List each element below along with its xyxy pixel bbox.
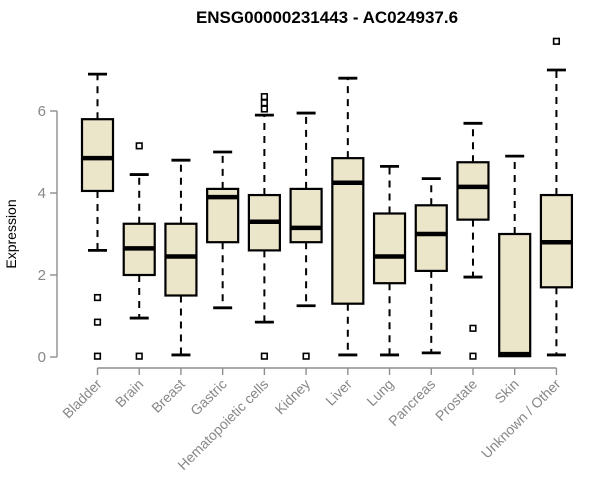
y-tick-label-0: 0 — [38, 349, 46, 366]
y-tick-label-6: 6 — [38, 103, 46, 120]
outlier-hematopoietic-cells-3 — [260, 352, 268, 360]
x-tick-label-breast: Breast — [148, 376, 188, 416]
y-tick-label-4: 4 — [38, 185, 46, 202]
outlier-bladder-0 — [93, 293, 102, 302]
outlier-bladder-1 — [93, 318, 102, 326]
outlier-brain-1 — [135, 352, 143, 360]
box-kidney — [289, 187, 323, 244]
chart-title: ENSG00000231443 - AC024937.6 — [196, 8, 458, 27]
box-prostate — [456, 161, 490, 221]
x-tick-label-unknown-other: Unknown / Other — [478, 376, 564, 462]
x-tick-label-liver: Liver — [322, 376, 355, 409]
box-breast — [164, 222, 198, 297]
x-tick-label-brain: Brain — [112, 376, 146, 410]
outlier-kidney-0 — [302, 352, 310, 360]
box-skin — [498, 232, 532, 358]
y-axis-label: Expression — [3, 199, 19, 268]
outlier-brain-0 — [135, 142, 143, 150]
box-bladder — [80, 118, 115, 193]
x-tick-label-kidney: Kidney — [272, 376, 314, 418]
outlier-bladder-2 — [93, 352, 102, 360]
box-liver — [331, 157, 365, 305]
box-lung — [372, 212, 407, 285]
x-tick-label-lung: Lung — [363, 376, 396, 409]
outlier-hematopoietic-cells-1 — [260, 99, 268, 107]
x-tick-label-prostate: Prostate — [432, 376, 480, 424]
x-tick-label-skin: Skin — [491, 376, 522, 407]
outlier-prostate-1 — [469, 352, 477, 360]
outlier-prostate-0 — [469, 324, 477, 332]
box-pancreas — [414, 204, 448, 273]
outlier-hematopoietic-cells-0 — [260, 93, 268, 101]
y-tick-label-2: 2 — [38, 267, 46, 284]
x-tick-label-bladder: Bladder — [59, 376, 105, 422]
outlier-hematopoietic-cells-2 — [260, 105, 268, 113]
outlier-unknown-other-0 — [552, 37, 561, 45]
